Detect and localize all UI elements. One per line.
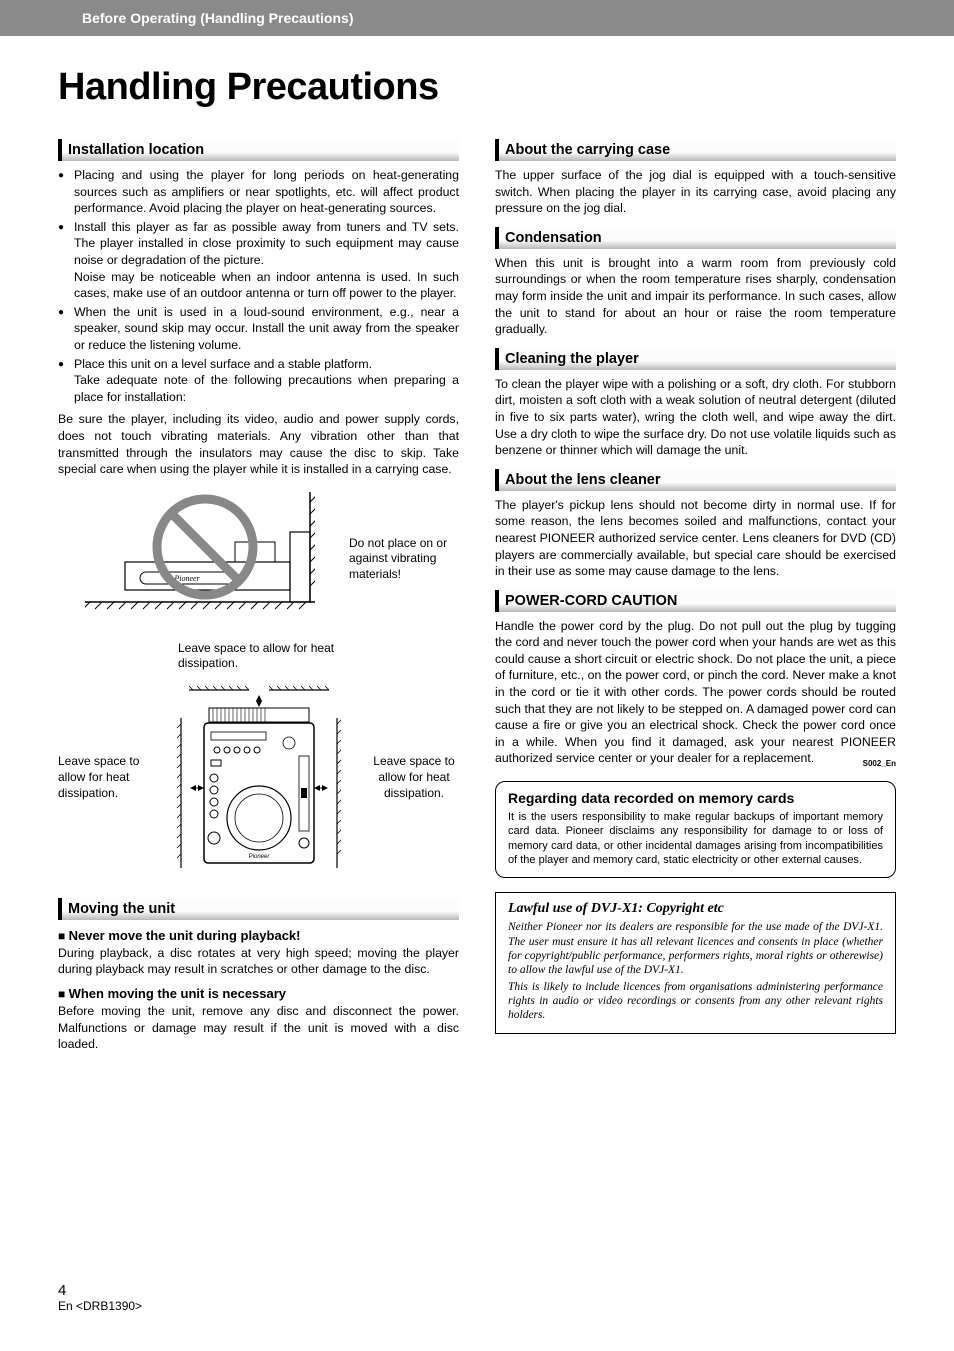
footer: 4 En <DRB1390>: [58, 1282, 142, 1313]
left-column: Installation location Placing and using …: [58, 129, 459, 1061]
content-columns: Installation location Placing and using …: [0, 129, 954, 1061]
note-text: It is the users responsibility to make r…: [508, 810, 883, 867]
legal-box: Lawful use of DVJ-X1: Copyright etc Neit…: [495, 892, 896, 1034]
bullet-level-surface: Place this unit on a level surface and a…: [58, 356, 459, 406]
when-moving-text: Before moving the unit, remove any disc …: [58, 1003, 459, 1053]
section-moving: Moving the unit: [58, 898, 459, 920]
breadcrumb: Before Operating (Handling Precautions): [82, 10, 353, 26]
section-power-cord: POWER-CORD CAUTION: [495, 590, 896, 612]
section-lens-cleaner: About the lens cleaner: [495, 469, 896, 491]
power-cord-code: S002_En: [863, 759, 896, 768]
doc-id: En <DRB1390>: [58, 1299, 142, 1313]
header-bar: Before Operating (Handling Precautions): [0, 0, 954, 36]
top-view-diagram-svg: Pioneer: [159, 678, 359, 878]
never-move-text: During playback, a disc rotates at very …: [58, 945, 459, 978]
diagram2-right-caption: Leave space to allow for heat dissipatio…: [369, 754, 459, 801]
power-cord-text: Handle the power cord by the plug. Do no…: [495, 618, 896, 767]
bullet-loud-sound: When the unit is used in a loud-sound en…: [58, 304, 459, 354]
section-carrying-case: About the carrying case: [495, 139, 896, 161]
diagram-heat-dissipation: Leave space to allow for heat dissipatio…: [58, 641, 459, 878]
cleaning-text: To clean the player wipe with a polishin…: [495, 376, 896, 459]
section-cleaning: Cleaning the player: [495, 348, 896, 370]
lens-cleaner-text: The player's pickup lens should not beco…: [495, 497, 896, 580]
prohibit-diagram-svg: Pioneer: [85, 492, 315, 627]
installation-bullets: Placing and using the player for long pe…: [58, 167, 459, 405]
carrying-case-text: The upper surface of the jog dial is equ…: [495, 167, 896, 217]
diagram2-top-caption: Leave space to allow for heat dissipatio…: [178, 641, 358, 672]
right-column: About the carrying case The upper surfac…: [495, 129, 896, 1061]
bullet-heat-sources: Placing and using the player for long pe…: [58, 167, 459, 217]
condensation-text: When this unit is brought into a warm ro…: [495, 255, 896, 338]
subhead-when-moving: When moving the unit is necessary: [58, 986, 459, 1001]
legal-text-1: Neither Pioneer nor its dealers are resp…: [508, 920, 883, 978]
diagram2-left-caption: Leave space to allow for heat dissipatio…: [58, 754, 148, 801]
subhead-never-move: Never move the unit during playback!: [58, 928, 459, 943]
page-number: 4: [58, 1282, 142, 1299]
bullet-tuners: Install this player as far as possible a…: [58, 219, 459, 302]
svg-text:Pioneer: Pioneer: [248, 854, 270, 860]
page-title: Handling Precautions: [58, 66, 954, 109]
legal-title: Lawful use of DVJ-X1: Copyright etc: [508, 901, 883, 917]
diagram-vibration: Pioneer: [58, 492, 459, 627]
section-installation: Installation location: [58, 139, 459, 161]
vibration-paragraph: Be sure the player, including its video,…: [58, 411, 459, 477]
diagram1-caption: Do not place on or against vibrating mat…: [349, 536, 459, 583]
note-title: Regarding data recorded on memory cards: [508, 790, 883, 806]
memory-card-note-box: Regarding data recorded on memory cards …: [495, 781, 896, 878]
legal-text-2: This is likely to include licences from …: [508, 980, 883, 1023]
section-condensation: Condensation: [495, 227, 896, 249]
